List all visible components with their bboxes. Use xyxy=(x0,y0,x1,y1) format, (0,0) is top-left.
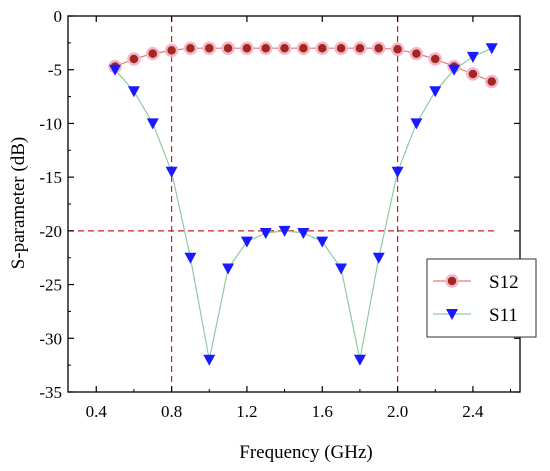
data-point-s11 xyxy=(429,86,442,98)
data-point-s11 xyxy=(109,64,122,76)
data-point-s11 xyxy=(297,228,310,240)
data-point-s11 xyxy=(240,236,253,248)
y-tick-label: -20 xyxy=(39,222,62,241)
x-tick-label: 0.4 xyxy=(86,402,108,421)
data-point-s11 xyxy=(466,51,479,63)
data-point-s11 xyxy=(259,228,272,240)
data-point-s12 xyxy=(146,46,160,61)
y-axis-label: S-parameter (dB) xyxy=(8,137,29,269)
y-tick-label: -30 xyxy=(39,329,62,348)
x-tick-label: 1.6 xyxy=(312,402,333,421)
data-point-s12 xyxy=(296,41,311,55)
x-tick-label: 1.2 xyxy=(236,402,257,421)
data-point-s11 xyxy=(448,64,461,76)
data-point-s11 xyxy=(353,354,366,366)
data-point-s11 xyxy=(485,43,498,55)
data-point-s12 xyxy=(334,41,348,55)
legend-s11-label: S11 xyxy=(489,305,518,326)
data-point-s11 xyxy=(165,166,178,178)
data-point-s11 xyxy=(222,263,235,275)
legend: S12 S11 xyxy=(426,258,537,338)
legend-s12-label: S12 xyxy=(489,272,519,293)
data-point-s12 xyxy=(202,41,216,55)
data-point-s11 xyxy=(316,236,329,248)
legend-box xyxy=(426,258,537,338)
data-point-s11 xyxy=(278,225,291,237)
data-point-s12 xyxy=(259,41,273,55)
x-tick-label: 2.4 xyxy=(462,402,484,421)
x-tick-label: 0.8 xyxy=(161,402,182,421)
data-point-s11 xyxy=(146,118,159,130)
data-point-s12 xyxy=(277,41,292,55)
data-point-s11 xyxy=(184,252,197,264)
data-point-s11 xyxy=(372,252,385,264)
y-tick-label: -10 xyxy=(39,114,62,133)
legend-s11-marker xyxy=(446,309,458,320)
data-point-s11 xyxy=(203,354,216,366)
series-markers xyxy=(108,41,499,366)
data-point-s12 xyxy=(127,52,141,66)
data-point-s12 xyxy=(183,41,198,55)
y-tick-label: -35 xyxy=(39,383,62,402)
y-tick-label: -15 xyxy=(39,168,62,187)
data-point-s12 xyxy=(353,41,367,55)
data-point-s12 xyxy=(409,46,424,61)
legend-s12-marker xyxy=(445,274,459,288)
data-point-s11 xyxy=(335,263,348,275)
y-tick-label: -25 xyxy=(39,276,62,295)
x-axis-label: Frequency (GHz) xyxy=(239,442,372,463)
data-point-s11 xyxy=(391,166,404,178)
data-point-s12 xyxy=(390,42,405,57)
x-tick-label: 2.0 xyxy=(387,402,408,421)
data-point-s12 xyxy=(315,41,329,55)
data-point-s11 xyxy=(410,118,423,130)
data-point-s12 xyxy=(466,67,480,81)
y-tick-label: 0 xyxy=(54,7,63,26)
ticks: 0.4 0.8 1.2 1.6 2.0 2.4 0 -5 -10 -15 -20 -25 -30 -35 xyxy=(39,7,520,421)
data-point-s12 xyxy=(428,52,442,66)
data-point-s12 xyxy=(372,41,386,55)
data-point-s12 xyxy=(221,41,235,55)
data-point-s12 xyxy=(164,43,179,58)
data-point-s12 xyxy=(240,41,254,55)
y-tick-label: -5 xyxy=(48,61,62,80)
data-point-s11 xyxy=(127,86,140,98)
data-point-s12 xyxy=(485,74,499,89)
